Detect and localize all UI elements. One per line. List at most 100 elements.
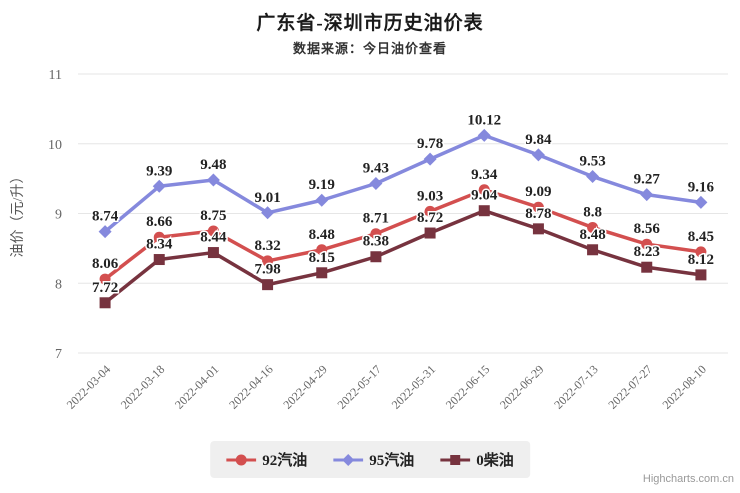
data-label: 9.16	[688, 179, 715, 195]
series-line-1	[103, 133, 703, 234]
data-label: 7.72	[92, 280, 118, 296]
data-label: 8.06	[92, 256, 119, 272]
data-label: 7.98	[254, 262, 280, 278]
data-point[interactable]	[641, 238, 653, 250]
data-point[interactable]	[153, 254, 165, 266]
x-axis-tick-label: 2022-07-27	[605, 362, 654, 411]
data-point[interactable]	[695, 269, 707, 281]
legend-marker-circle-icon	[226, 454, 257, 465]
data-point[interactable]	[587, 221, 599, 233]
data-label: 8.12	[688, 252, 714, 268]
data-label: 9.39	[146, 163, 172, 179]
x-axis-tick-label: 2022-05-17	[335, 362, 384, 411]
data-point[interactable]	[531, 148, 545, 162]
y-axis-tick-label: 11	[49, 68, 62, 83]
chart-title: 广东省-深圳市历史油价表	[256, 13, 484, 34]
data-label: 8.45	[688, 229, 714, 245]
data-point[interactable]	[207, 247, 219, 259]
data-point[interactable]	[424, 227, 436, 239]
data-label: 9.03	[417, 188, 443, 204]
data-point[interactable]	[695, 246, 707, 258]
x-axis-tick-label: 2022-04-29	[280, 362, 329, 411]
data-label: 8.15	[309, 250, 335, 266]
data-label: 9.53	[579, 154, 605, 170]
x-axis-tick-label: 2022-05-31	[389, 362, 438, 411]
data-label: 9.34	[471, 167, 498, 183]
data-label: 8.74	[92, 209, 119, 225]
legend-item-0[interactable]: 92汽油	[226, 449, 307, 470]
data-point[interactable]	[315, 193, 329, 207]
data-point[interactable]	[477, 128, 491, 142]
data-point[interactable]	[316, 244, 328, 256]
data-point[interactable]	[640, 188, 654, 202]
data-label: 8.48	[579, 227, 605, 243]
data-label: 10.12	[467, 112, 501, 128]
data-label: 9.01	[254, 190, 280, 206]
data-point[interactable]	[99, 297, 111, 309]
data-point[interactable]	[478, 205, 490, 217]
data-label: 8.56	[634, 221, 661, 237]
data-label: 9.43	[363, 161, 389, 177]
data-point[interactable]	[587, 244, 599, 256]
data-label: 9.09	[525, 184, 551, 200]
data-point[interactable]	[262, 279, 274, 291]
data-label: 8.44	[200, 230, 227, 246]
x-axis-tick-label: 2022-04-01	[172, 362, 221, 411]
data-point[interactable]	[586, 170, 600, 184]
legend-item-2[interactable]: 0柴油	[440, 449, 514, 470]
data-point[interactable]	[207, 225, 219, 237]
chart-subtitle: 数据来源：今日油价查看	[292, 41, 447, 56]
x-axis-tick-label: 2022-03-18	[118, 362, 167, 411]
x-axis-tick-label: 2022-06-29	[497, 362, 546, 411]
data-label: 8.38	[363, 234, 389, 250]
legend-label: 92汽油	[262, 453, 308, 469]
data-label: 8.8	[583, 204, 602, 220]
data-point[interactable]	[261, 206, 275, 220]
series-line-0	[103, 188, 703, 281]
data-label: 9.78	[417, 136, 443, 152]
y-axis-title: 油价（元/升）	[10, 170, 26, 258]
highcharts-credit[interactable]: Highcharts.com.cn	[642, 473, 734, 485]
y-axis-tick-label: 9	[55, 208, 62, 223]
y-axis-tick-label: 10	[48, 138, 62, 153]
legend: 92汽油 95汽油 0柴油	[210, 441, 530, 478]
data-point[interactable]	[532, 223, 544, 235]
data-label: 8.48	[309, 227, 335, 243]
data-point[interactable]	[98, 225, 112, 239]
data-label: 8.71	[363, 211, 389, 227]
data-label: 8.75	[200, 208, 226, 224]
legend-marker-diamond-icon	[333, 453, 364, 466]
data-point[interactable]	[99, 273, 111, 285]
x-axis-tick-label: 2022-07-13	[551, 362, 600, 411]
data-point[interactable]	[152, 179, 166, 193]
data-label: 8.78	[525, 206, 551, 222]
data-point[interactable]	[316, 267, 328, 279]
data-label: 9.48	[200, 157, 226, 173]
legend-marker-square-icon	[440, 454, 471, 465]
legend-item-1[interactable]: 95汽油	[333, 449, 414, 470]
x-axis-tick-label: 2022-08-10	[660, 362, 709, 411]
data-point[interactable]	[370, 251, 382, 263]
data-point[interactable]	[478, 184, 490, 196]
data-point[interactable]	[694, 195, 708, 209]
data-point[interactable]	[206, 173, 220, 187]
data-point[interactable]	[423, 152, 437, 166]
data-point[interactable]	[532, 201, 544, 213]
data-point[interactable]	[424, 205, 436, 217]
x-axis-tick-label: 2022-04-16	[226, 362, 275, 411]
data-point[interactable]	[370, 228, 382, 240]
data-label: 8.23	[634, 244, 660, 260]
data-label: 8.66	[146, 214, 173, 230]
data-point[interactable]	[153, 231, 165, 243]
legend-label: 95汽油	[369, 453, 415, 469]
data-label: 9.27	[634, 172, 661, 188]
data-label: 9.04	[471, 188, 498, 204]
legend-label: 0柴油	[476, 453, 514, 469]
data-point[interactable]	[369, 177, 383, 191]
x-axis-tick-label: 2022-06-15	[443, 362, 492, 411]
data-point[interactable]	[641, 261, 653, 273]
data-label: 9.19	[309, 177, 335, 193]
data-point[interactable]	[262, 255, 274, 267]
